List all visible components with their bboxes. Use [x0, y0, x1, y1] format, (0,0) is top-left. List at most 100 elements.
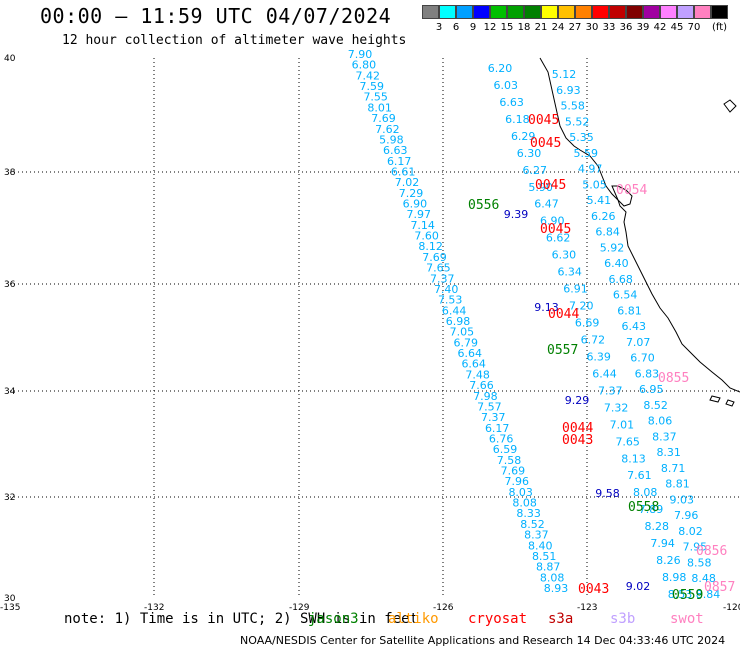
colorbar-swatch [694, 5, 711, 19]
wave-height-value: 7.65 [615, 435, 640, 448]
colorbar-swatch [592, 5, 609, 19]
wave-height-value: 5.59 [574, 147, 599, 160]
lat-lon-grid [10, 58, 740, 598]
wave-height-value: 5.05 [582, 178, 607, 191]
wave-height-value: 6.84 [595, 226, 620, 239]
wave-height-value: 7.14 [410, 219, 435, 232]
axis-labels: 40 38 36 34 32 30-135 -132 -129 -126 -123 -120 [0, 54, 740, 613]
wave-height-values: 7.906.807.427.597.558.017.697.625.986.63… [348, 48, 721, 601]
wave-height-value: 6.20 [488, 62, 513, 75]
wave-height-value: 8.06 [648, 415, 673, 428]
wave-height-value: 7.29 [399, 187, 424, 200]
wave-height-value: 7.89 [639, 503, 664, 516]
colorbar-label: 3 [435, 22, 443, 33]
colorbar-label: 27 [568, 22, 582, 33]
colorbar-swatch [524, 5, 541, 19]
colorbar-swatch [609, 5, 626, 19]
wave-height-value: 8.51 [532, 550, 557, 563]
lat-label: 38 [4, 168, 16, 178]
wave-height-value: 6.44 [592, 367, 617, 380]
colorbar-label: 18 [517, 22, 531, 33]
wave-height-value: 8.13 [621, 452, 646, 465]
wave-height-value: 8.71 [661, 462, 686, 475]
lat-label: 40 [4, 54, 16, 64]
wave-height-value: 7.96 [674, 509, 699, 522]
pass-time-labels: 0045004500450045055600440557004400430043… [468, 113, 735, 603]
wave-height-value: 7.59 [360, 80, 385, 93]
pass-time-label: 0045 [528, 113, 559, 128]
wave-height-value: 8.08 [540, 571, 565, 584]
colorbar-swatch [541, 5, 558, 19]
wave-height-value: 6.63 [499, 96, 524, 109]
wave-height-value: 7.37 [598, 384, 623, 397]
colorbar-swatch [677, 5, 694, 19]
colorbar-swatch [711, 5, 728, 19]
wave-height-value: 9.03 [670, 494, 695, 507]
wave-height-value: 8.40 [528, 539, 553, 552]
wave-height-value: 8.03 [508, 486, 533, 499]
pass-time-label: 0043 [578, 582, 609, 597]
wave-height-value: 6.90 [403, 198, 428, 211]
wave-height-value: 6.43 [622, 320, 647, 333]
wave-height-value: 5.90 [528, 181, 553, 194]
colorbar-swatch [575, 5, 592, 19]
wave-height-value: 8.53 [668, 588, 693, 601]
wave-height-value: 5.98 [379, 133, 404, 146]
colorbar-unit: (ft) [712, 22, 728, 33]
wave-height-value: 7.40 [434, 283, 459, 296]
wave-height-value: 6.34 [557, 266, 582, 279]
wave-height-value: 6.70 [630, 352, 655, 365]
pass-time-label: 0856 [696, 544, 727, 559]
lon-label: -126 [433, 603, 454, 613]
map-title: 00:00 — 11:59 UTC 04/07/2024 [40, 4, 392, 28]
wave-height-value: 6.40 [604, 257, 629, 270]
wave-height-value: 6.64 [458, 347, 483, 360]
wave-height-value: 8.12 [418, 240, 443, 253]
wave-height-value: 5.52 [565, 115, 590, 128]
wave-height-value: 7.07 [626, 336, 651, 349]
satellite-legend-jason3: jason3 [308, 611, 359, 627]
wave-height-value: 8.28 [645, 520, 670, 533]
colorbar-label: 30 [585, 22, 599, 33]
wave-height-value: 5.41 [587, 194, 612, 207]
wave-height-value: 8.31 [656, 446, 681, 459]
wave-height-value: 5.58 [560, 100, 585, 113]
pass-time-label: 0044 [562, 421, 593, 436]
wave-height-value: 7.96 [505, 475, 530, 488]
colorbar-swatch [558, 5, 575, 19]
colorbar-label: 33 [602, 22, 616, 33]
colorbar-swatch [422, 5, 439, 19]
wave-height-value: 7.69 [501, 465, 526, 478]
wave-height-value: 6.39 [586, 351, 611, 364]
pass-time-label: 0054 [616, 183, 647, 198]
wave-height-value: 8.52 [520, 518, 545, 531]
wave-height-value: 6.98 [446, 315, 471, 328]
wave-height-value: 7.97 [407, 208, 432, 221]
wave-height-value: 6.17 [387, 155, 412, 168]
satellite-legend-s3b: s3b [610, 611, 636, 627]
wave-height-value: 6.91 [563, 283, 588, 296]
wave-height-value: 6.83 [635, 367, 660, 380]
wave-height-value: 7.32 [604, 401, 629, 414]
colorbar-swatch [507, 5, 524, 19]
wave-height-value: 5.12 [552, 68, 577, 81]
wave-height-value: 6.93 [556, 84, 581, 97]
wave-height-value: 9.39 [504, 208, 529, 221]
pass-time-label: 0044 [548, 307, 579, 322]
pass-time-label: 0855 [658, 371, 689, 386]
wave-height-value: 6.30 [517, 147, 542, 160]
colorbar-swatch [626, 5, 643, 19]
wave-height-value: 7.01 [610, 418, 635, 431]
wave-height-value: 6.95 [639, 383, 664, 396]
wave-height-value: 7.61 [627, 469, 652, 482]
wave-height-value: 7.58 [497, 454, 522, 467]
colorbar-label: 45 [670, 22, 684, 33]
wave-height-value: 8.58 [687, 557, 712, 570]
pass-time-label: 0043 [562, 433, 593, 448]
colorbar-swatch [643, 5, 660, 19]
pass-time-label: 0857 [704, 580, 735, 595]
colorbar-label: 15 [500, 22, 514, 33]
california-coastline [539, 57, 740, 393]
wave-height-value: 5.92 [600, 241, 625, 254]
